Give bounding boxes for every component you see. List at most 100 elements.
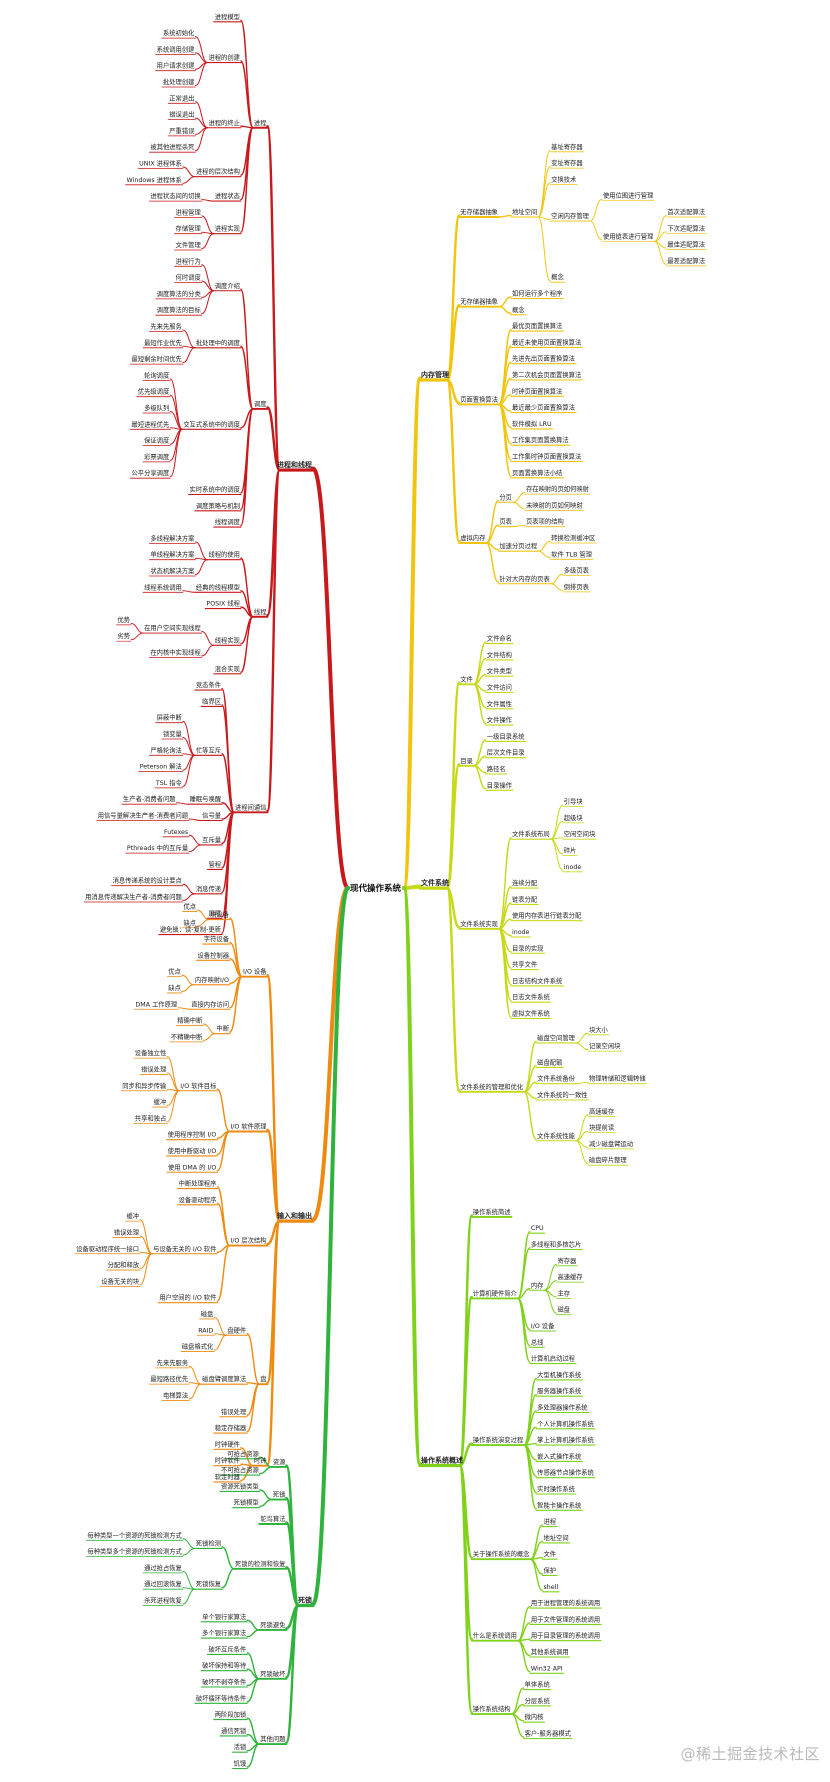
node-node[interactable]: 什么是系统调用 (473, 1631, 517, 1640)
node-node[interactable]: 工作集时钟页面置换算法 (512, 452, 581, 461)
node-node[interactable]: 调度介绍 (215, 281, 240, 290)
node-node[interactable]: 空闲空间块 (564, 829, 596, 838)
node-node[interactable]: 最近未使用页面置换算法 (512, 337, 581, 346)
node-node[interactable]: 最优页面置换算法 (512, 321, 562, 330)
node-inode[interactable]: inode (512, 929, 530, 936)
node-node[interactable]: 操作系统结构 (473, 1704, 511, 1713)
node-node[interactable]: 在用户空间实现线程 (144, 623, 201, 632)
node-node[interactable]: 精确中断 (177, 1016, 203, 1025)
node-node[interactable]: 线程 (254, 607, 267, 616)
node-node[interactable]: 最短路径优先 (150, 1374, 188, 1383)
node-node[interactable]: 锁变量 (163, 729, 183, 738)
node-node[interactable]: 客户-服务器模式 (525, 1729, 572, 1738)
node-node[interactable]: 输入和输出 (277, 1211, 312, 1220)
node-node[interactable]: 智能卡操作系统 (537, 1500, 582, 1509)
node-node[interactable]: 进程行为 (176, 256, 201, 265)
node-node[interactable]: 文件操作 (487, 715, 513, 724)
node-node[interactable]: 破坏不剥夺条件 (202, 1677, 246, 1686)
node-node[interactable]: 时钟页面置换算法 (512, 386, 562, 395)
node-node[interactable]: 共享和独占 (135, 1113, 166, 1122)
node-node[interactable]: 先进先出页面置换算法 (512, 354, 575, 363)
node-node[interactable]: 避免锁：读-复制-更新 (160, 925, 222, 934)
node-i-o[interactable]: 使用程序控制 I/O (168, 1130, 217, 1139)
node-node[interactable]: 空闲内存管理 (551, 211, 589, 220)
node-node[interactable]: 设备独立性 (135, 1048, 166, 1057)
node-node[interactable]: 地址空间 (512, 207, 537, 216)
node-node[interactable]: 交互式系统中的调度 (183, 419, 240, 428)
node-node[interactable]: 先来先服务 (157, 1358, 189, 1367)
node-node[interactable]: 实时系统中的调度 (190, 485, 241, 494)
node-node[interactable]: 使用内存表进行链表分配 (512, 911, 582, 920)
node-node[interactable]: 最近最少页面置换算法 (512, 403, 575, 412)
node-node[interactable]: 磁盘配额 (537, 1057, 563, 1066)
node-node[interactable]: 多个银行家算法 (202, 1628, 246, 1637)
node-node[interactable]: 睡眠与唤醒 (190, 794, 222, 803)
node-node[interactable]: 地址空间 (543, 1533, 568, 1542)
node-node[interactable]: 轮询调度 (144, 370, 170, 379)
node-node[interactable]: 何时调度 (176, 273, 202, 282)
node-node[interactable]: 进程状态间的切换 (150, 191, 201, 200)
node-node[interactable]: 先来先服务 (150, 322, 182, 331)
node-node[interactable]: 传感器节点操作系统 (537, 1468, 594, 1477)
node-node[interactable]: 磁盘 (557, 1305, 570, 1314)
node-i-o[interactable]: 内存映射I/O (195, 975, 229, 984)
node-node[interactable]: 连续分配 (512, 878, 538, 887)
node-node[interactable]: 磁盘碎片整理 (589, 1155, 627, 1164)
node-node[interactable]: 磁盘空间管理 (537, 1033, 575, 1042)
node-node[interactable]: 通过回滚恢复 (144, 1579, 182, 1588)
node-i-o[interactable]: 用户空间的 I/O 软件 (159, 1293, 216, 1302)
node-node[interactable]: 多处理器操作系统 (537, 1403, 588, 1412)
node-lru[interactable]: 软件模拟 LRU (512, 419, 552, 428)
node-node[interactable]: 优势 (117, 615, 130, 624)
node-node[interactable]: 内存 (531, 1280, 544, 1289)
node-node[interactable]: 时钟硬件 (215, 1439, 240, 1448)
node-node[interactable]: 调度 (254, 399, 267, 408)
node-futexes[interactable]: Futexes (164, 829, 188, 836)
node-node[interactable]: 变址寄存器 (551, 158, 583, 167)
node-node[interactable]: 层次文件目录 (487, 748, 525, 757)
node-node[interactable]: 进程 (254, 118, 267, 127)
root-node[interactable]: 现代操作系统 (350, 883, 402, 894)
node-node[interactable]: 无存储器抽象 (460, 207, 498, 216)
node-node[interactable]: 进程 (543, 1517, 556, 1526)
node-node[interactable]: 超级块 (564, 813, 584, 822)
node-node[interactable]: 加速分页过程 (499, 541, 537, 550)
node-node[interactable]: 系统初始化 (163, 28, 195, 37)
node-node[interactable]: 单体系统 (525, 1680, 551, 1689)
node-node[interactable]: 总线 (531, 1337, 544, 1346)
node-node[interactable]: 屏蔽中断 (157, 713, 183, 722)
node-node[interactable]: 分层系统 (525, 1696, 551, 1705)
node-node[interactable]: 文件系统实现 (460, 919, 498, 928)
node-node[interactable]: 临界区 (202, 696, 221, 705)
node-node[interactable]: 盘 (260, 1374, 267, 1383)
node-node[interactable]: 文件管理 (176, 240, 202, 249)
node-node[interactable]: 文件系统的一致性 (537, 1090, 587, 1099)
node-node[interactable]: 通信死锁 (221, 1726, 247, 1735)
node-node[interactable]: 进程实现 (215, 224, 241, 233)
node-node[interactable]: 状态机解决方案 (150, 566, 195, 575)
node-node[interactable]: 目录 (460, 757, 473, 765)
node-node[interactable]: 每种类型多个资源的死锁检测方式 (87, 1547, 182, 1556)
node-i-o[interactable]: I/O 层次结构 (230, 1236, 266, 1245)
node-node[interactable]: 其他系统调用 (531, 1647, 569, 1656)
node-posix[interactable]: POSIX 线程 (206, 599, 240, 608)
node-node[interactable]: 破坏保持和等待 (202, 1661, 247, 1670)
node-node[interactable]: 缺点 (184, 918, 197, 927)
node-node[interactable]: 关于操作系统的概念 (473, 1549, 530, 1558)
node-node[interactable]: 文件系统 (421, 878, 449, 887)
node-node[interactable]: 破坏互斥条件 (208, 1644, 246, 1653)
node-node[interactable]: 中断 (216, 1024, 229, 1033)
node-node[interactable]: 稳定存储器 (215, 1423, 247, 1432)
node-node[interactable]: 缓冲 (154, 1097, 167, 1106)
node-node[interactable]: 进程的层次结构 (196, 167, 240, 176)
node-node[interactable]: 嵌入式操作系统 (537, 1451, 582, 1460)
node-node[interactable]: 如何运行多个程序 (512, 289, 562, 298)
node-inode[interactable]: inode (564, 864, 582, 871)
node-node[interactable]: 共享文件 (512, 960, 537, 969)
node-node[interactable]: 实时操作系统 (537, 1484, 575, 1493)
node-node[interactable]: 缓冲 (126, 1211, 139, 1220)
node-node[interactable]: 大型机操作系统 (537, 1370, 582, 1379)
node-node[interactable]: 无存储器抽象 (460, 297, 498, 306)
node-node[interactable]: 消息传递 (196, 884, 222, 893)
node-node[interactable]: 用于进程管理的系统调用 (531, 1598, 600, 1607)
